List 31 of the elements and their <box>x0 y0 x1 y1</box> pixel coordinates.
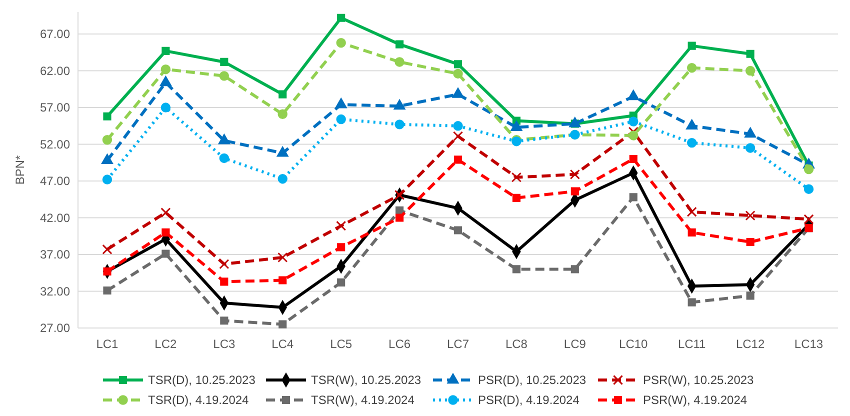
legend-label: PSR(D), 4.19.2024 <box>478 393 580 408</box>
legend-label: TSR(D), 10.25.2023 <box>148 373 256 388</box>
y-axis-title: BPN* <box>13 155 27 185</box>
legend-label: PSR(W), 4.19.2024 <box>643 393 748 408</box>
x-tick-label: LC12 <box>736 337 765 351</box>
y-tick-label: 37.00 <box>40 248 70 262</box>
y-tick-label: 32.00 <box>40 284 70 298</box>
y-tick-label: 27.00 <box>40 321 70 336</box>
x-tick-label: LC10 <box>619 337 648 351</box>
legend-label: PSR(D), 10.25.2023 <box>478 373 586 388</box>
x-tick-label: LC4 <box>272 337 294 351</box>
y-tick-label: 47.00 <box>40 174 70 188</box>
legend-label: PSR(W), 10.25.2023 <box>643 373 754 388</box>
x-tick-label: LC5 <box>330 337 352 351</box>
legend-label: TSR(D), 4.19.2024 <box>148 393 250 408</box>
x-tick-label: LC13 <box>794 337 824 351</box>
y-tick-label: 67.00 <box>40 27 70 42</box>
x-tick-label: LC11 <box>678 337 706 351</box>
y-tick-label: 57.00 <box>40 100 70 115</box>
x-tick-label: LC9 <box>564 337 586 351</box>
y-tick-label: 62.00 <box>40 64 70 78</box>
legend-label: TSR(W), 4.19.2024 <box>311 393 415 408</box>
x-tick-label: LC1 <box>96 337 119 351</box>
legend-label: TSR(W), 10.25.2023 <box>311 373 422 388</box>
x-tick-label: LC8 <box>505 337 528 351</box>
x-tick-label: LC6 <box>388 337 411 351</box>
y-tick-label: 42.00 <box>40 210 70 225</box>
x-tick-label: LC3 <box>213 337 236 351</box>
y-tick-label: 52.00 <box>40 137 70 152</box>
x-tick-label: LC2 <box>154 337 178 351</box>
x-tick-label: LC7 <box>446 337 470 351</box>
